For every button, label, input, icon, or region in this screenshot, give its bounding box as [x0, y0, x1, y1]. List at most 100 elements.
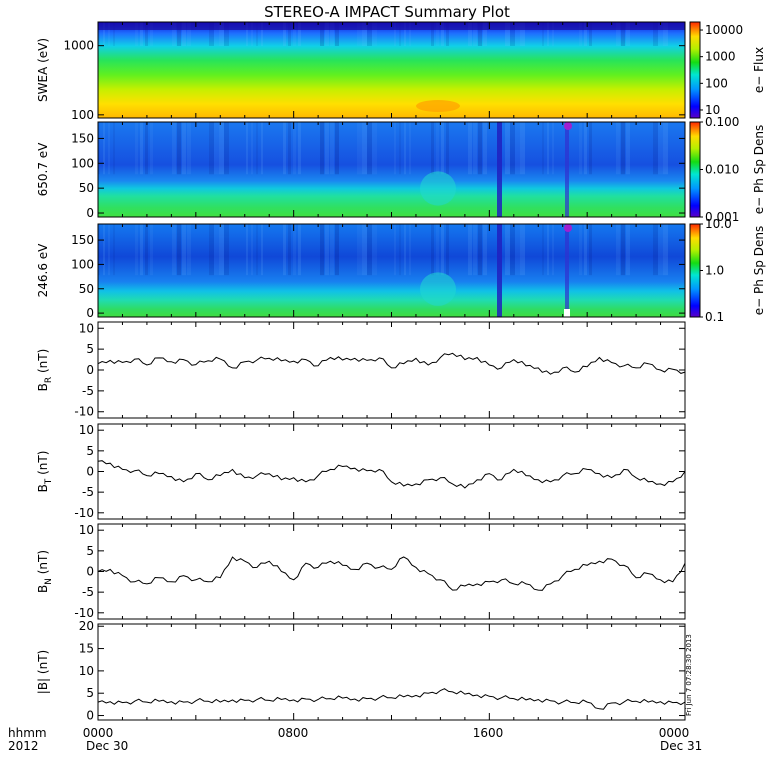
- spectrogram-streak: [335, 22, 339, 46]
- y-tick-label: 5: [86, 444, 94, 458]
- spectrogram-streak: [404, 22, 406, 46]
- colorbar-tick-label: 10: [705, 103, 720, 117]
- spectrogram-streak: [251, 224, 253, 276]
- spectrogram-streak: [256, 22, 258, 46]
- spectrogram-streak: [409, 22, 411, 46]
- spectrogram-streak: [473, 122, 477, 175]
- spectrogram-streak: [298, 122, 301, 175]
- spectrogram-streak: [552, 122, 554, 175]
- spectrogram-streak: [330, 122, 334, 175]
- y-tick-label: 0: [86, 565, 94, 579]
- spectrogram-streak: [505, 22, 510, 46]
- spectrogram-streak: [246, 224, 248, 276]
- spectrogram-streak: [404, 122, 406, 175]
- panel-2: 0.100 0.010 0.001 e− Ph Sp Dens 150 100 50 0 650…: [36, 115, 766, 224]
- spectrogram-feature: [564, 122, 572, 130]
- spectrogram-streak: [325, 22, 329, 46]
- spectrogram-streak: [367, 224, 372, 276]
- spectrogram-streak: [468, 122, 472, 175]
- spectrogram-streak: [616, 224, 620, 276]
- spectrogram-streak: [626, 224, 630, 276]
- spectrogram-streak: [256, 122, 258, 175]
- spectrogram-streak: [214, 122, 219, 175]
- colorbar-tick-label: 1000: [705, 50, 736, 64]
- y-tick-label: 5: [86, 342, 94, 356]
- spectrogram-streak: [325, 224, 329, 276]
- panel-1: 10000 1000 100 10 e− Flux 1000 100 SWEA (eV): [36, 21, 766, 122]
- tick-0800: 0800: [278, 726, 309, 740]
- spectrogram-dropout: [497, 224, 502, 317]
- spectrogram-streak: [224, 122, 229, 175]
- spectrogram-streak: [293, 224, 296, 276]
- spectrogram-streak: [108, 224, 110, 276]
- spectrogram-streak: [542, 122, 544, 175]
- spectrogram-streak: [214, 22, 219, 46]
- spectrogram-streak: [446, 122, 449, 175]
- spectrogram-streak: [483, 122, 487, 175]
- spectrogram-streak: [547, 122, 549, 175]
- spectrogram-streak: [483, 22, 487, 46]
- colorbar-tick-label: 0.100: [705, 115, 739, 129]
- spectrogram-streak: [103, 122, 105, 175]
- spectrogram-streak: [653, 224, 658, 276]
- y-tick-label: 50: [79, 181, 94, 195]
- spectrogram-streak: [621, 122, 625, 175]
- spectrogram-streak: [542, 224, 544, 276]
- spectrogram-image: [98, 22, 685, 118]
- spectrogram-streak: [293, 122, 296, 175]
- spectrogram-feature: [416, 100, 460, 112]
- spectrogram-streak: [584, 224, 587, 276]
- y-tick-label: 100: [71, 257, 94, 271]
- y-tick-label: -5: [82, 485, 94, 499]
- y-tick-label: 10: [79, 423, 94, 437]
- spectrogram-streak: [172, 22, 176, 46]
- spectrogram-streak: [288, 122, 291, 175]
- y-tick-label: 150: [71, 131, 94, 145]
- spectrogram-streak: [446, 224, 449, 276]
- spectrogram-dropout: [565, 122, 569, 217]
- spectrogram-image: [98, 224, 685, 317]
- spectrogram-streak: [589, 22, 592, 46]
- spectrogram-streak: [468, 22, 472, 46]
- spectrogram-streak: [515, 122, 520, 175]
- y-tick-label: 5: [86, 686, 94, 700]
- spectrogram-streak: [288, 224, 291, 276]
- spectrogram-streak: [209, 224, 214, 276]
- spectrogram-streak: [320, 224, 324, 276]
- spectrogram-streak: [547, 224, 549, 276]
- spectrogram-streak: [298, 22, 301, 46]
- series-line: [97, 460, 686, 489]
- spectrogram-streak: [177, 122, 181, 175]
- spectrogram-streak: [135, 224, 138, 276]
- spectrogram-streak: [542, 22, 544, 46]
- spectrogram-streak: [150, 224, 153, 276]
- y-tick-label: 5: [86, 544, 94, 558]
- spectrogram-streak: [616, 22, 620, 46]
- panel-frame: [97, 523, 686, 620]
- colorbar: [689, 223, 701, 318]
- y-tick-label: 20: [79, 619, 94, 633]
- spectrogram-streak: [335, 224, 339, 276]
- spectrogram-streak: [325, 122, 329, 175]
- colorbar-tick-label: 0.010: [705, 163, 739, 177]
- y-tick-label: 100: [71, 108, 94, 122]
- panel-frame: [97, 321, 686, 419]
- y-axis-label: 246.6 eV: [36, 243, 50, 298]
- spectrogram-streak: [505, 122, 510, 175]
- spectrogram-feature: [420, 272, 456, 306]
- colorbar-label: e− Ph Sp Dens: [752, 125, 766, 214]
- series-line: [97, 688, 686, 710]
- spectrogram-streak: [261, 122, 263, 175]
- spectrogram-streak: [520, 224, 525, 276]
- spectrogram-streak: [357, 224, 362, 276]
- spectrogram-streak: [473, 22, 477, 46]
- spectrogram-streak: [357, 22, 362, 46]
- y-axis-label: BN (nT): [36, 550, 54, 593]
- panel-frame: [97, 623, 686, 721]
- spectrogram-streak: [483, 224, 487, 276]
- panel-3: 10.0 1.0 0.1 e− Ph Sp Dens 150 100 50 0 246.6 eV: [36, 217, 766, 324]
- spectrogram-streak: [177, 22, 181, 46]
- colorbar-tick-label: 0.1: [705, 310, 724, 324]
- spectrogram-streak: [579, 22, 582, 46]
